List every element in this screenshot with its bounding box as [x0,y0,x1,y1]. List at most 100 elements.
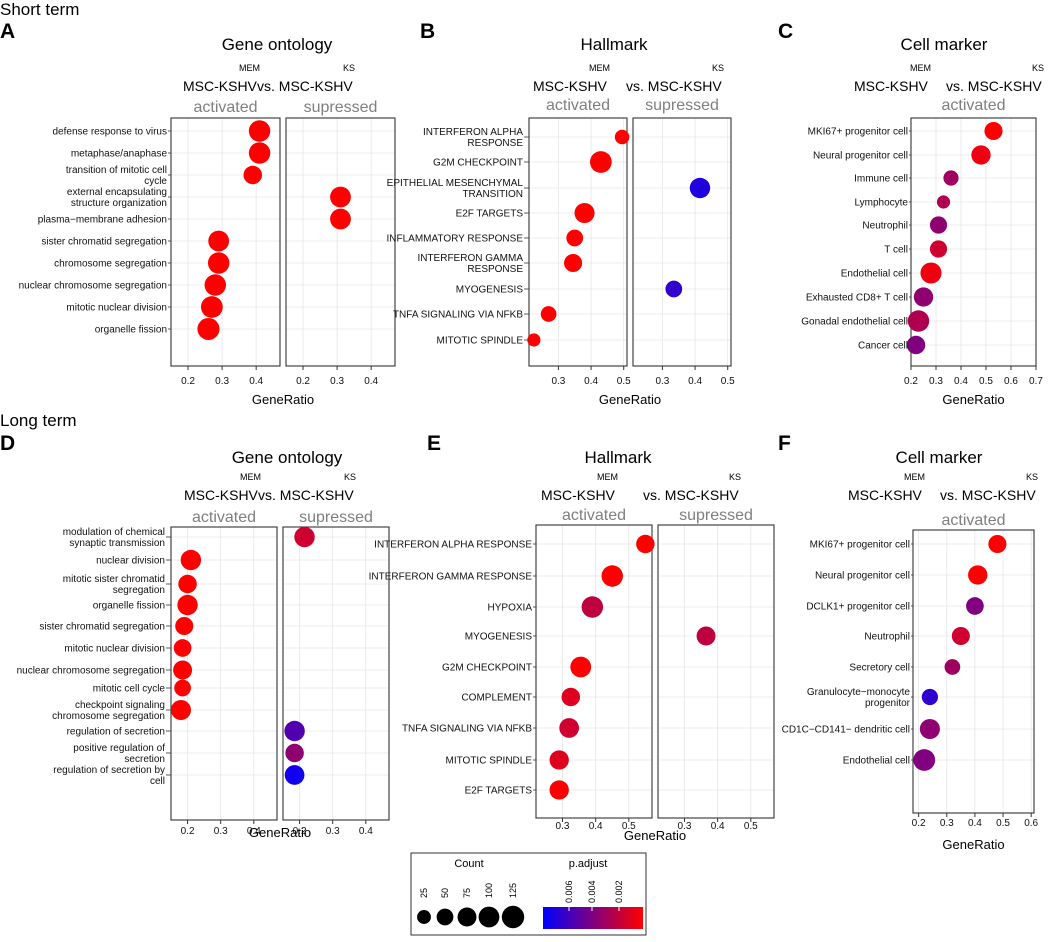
panel-d: D Gene ontology MSC-KSHV MEM vs. MSC-KSHV KS a… [0,432,390,840]
data-point [566,229,584,247]
comparison-left: MSC-KSHV [854,78,929,94]
panel-a: A Gene ontology MSC-KSHV MEM vs. MSC-KSHV KS a… [0,20,396,407]
data-point [564,253,583,273]
category-label: organelle fission [93,601,165,612]
category-labels: MKI67+ progenitor cell Neural progenitor … [782,540,913,767]
data-point [177,594,198,616]
legend-size-dot [417,910,431,924]
data-point [559,718,579,738]
panel-title: Hallmark [580,35,648,54]
x-tick-label: 0.5 [996,818,1010,829]
category-label: INTERFERON ALPHA RESPONSE [374,540,532,551]
comparison-left: MSC-KSHV [183,78,258,94]
category-label: INTERFERON ALPHA RESPONSE [423,127,523,149]
data-point [907,310,930,332]
x-tick-label: 0.2 [181,376,195,387]
category-label: TNFA SIGNALING VIA NFKB [402,724,532,735]
x-tick-label: 0.6 [1004,376,1018,387]
data-point [248,142,271,164]
comparison-right-sup: KS [1032,63,1044,73]
facet-supressed: supressed 0.3 0.4 0.5 [632,97,735,387]
panel-letter: E [427,432,441,455]
category-label: regulation of secretion [67,727,165,738]
panel-e: E Hallmark MSC-KSHV MEM vs. MSC-KSHV KS activa… [369,432,775,843]
category-label: organelle fission [95,325,167,336]
gridlines [913,530,1034,813]
comparison-right-sup: KS [344,472,356,482]
category-label: Exhausted CD8+ T cell [806,293,908,304]
x-axis-label: GeneRatio [624,828,686,843]
data-point [920,262,942,284]
category-label: transition of mitotic cell cycle [66,165,168,187]
x-axis-label: GeneRatio [942,837,1004,852]
category-labels: modulation of chemical synaptic transmiss… [17,527,171,787]
category-label: mitotic nuclear division [64,644,165,655]
category-label: E2F TARGETS [465,786,533,797]
data-point [943,170,959,186]
category-label: Granulocyte−monocyte progenitor [807,687,911,709]
data-point [197,317,220,341]
facet-activated: activated 0.2 0.3 0.4 [170,509,278,837]
data-point [570,656,592,678]
data-point [170,699,191,721]
comparison-vs: vs. MSC-KSHV [946,78,1042,94]
facet-label: supressed [299,509,373,526]
legend-size-dot [436,908,454,926]
category-labels: defense response to virus metaphase/anaph… [19,127,171,336]
data-point [527,333,541,347]
facet-activated: activated 0.3 0.4 0.5 [535,507,655,832]
data-point [561,687,581,707]
x-tick-label: 0.4 [711,821,725,832]
legend-padj-title: p.adjust [569,858,608,870]
x-tick-label: 0.4 [359,826,373,837]
category-label: COMPLEMENT [461,693,532,704]
data-point [929,240,948,258]
data-point [581,596,604,618]
category-label: MITOTIC SPINDLE [446,756,533,767]
data-point [601,565,623,587]
facet-frame [912,529,1035,814]
comparison-header: MSC-KSHV MEM vs. MSC-KSHV KS [854,63,1044,94]
comparison-vs: vs. MSC-KSHV [643,487,739,503]
data-point [913,749,936,771]
comparison-vs: vs. MSC-KSHV [258,487,354,503]
facet-activated: activated 0.3 0.4 0.5 [527,97,631,387]
data-point [204,274,227,296]
data-point [913,287,934,307]
panel-letter: A [0,20,15,43]
category-label: modulation of chemical synaptic transmiss… [63,527,165,549]
legend-count-label: 100 [484,883,494,898]
data-point [614,129,630,145]
category-label: EPITHELIAL MESENCHYMAL TRANSITION [387,178,524,200]
category-label: MKI67+ progenitor cell [808,127,908,138]
data-point [966,597,984,615]
x-tick-label: 0.5 [617,376,631,387]
legend-padj-label: 0.002 [614,880,624,903]
facet-label: supressed [679,507,753,524]
category-label: Neutrophil [864,632,910,643]
category-label: regulation of secretion by cell [53,765,165,787]
category-label: external encapsulating structure organiza… [67,187,167,209]
data-point [936,195,951,209]
facet-frame [910,117,1037,367]
legend-padj-label: 0.006 [564,880,574,903]
comparison-left: MSC-KSHV [848,487,923,503]
data-point [284,765,305,785]
data-point [951,626,970,646]
legend-padj-label: 0.004 [587,880,597,903]
data-point [174,679,191,697]
facet-frame [170,117,281,367]
data-point [906,335,926,355]
comparison-header: MSC-KSHV MEM vs. MSC-KSHV KS [848,472,1038,503]
x-tick-label: 0.3 [215,376,229,387]
legend-size-dot [478,906,500,928]
data-point [208,230,230,252]
category-label: nuclear chromosome segregation [17,666,165,677]
facet-label: activated [192,509,256,526]
x-tick-label: 0.6 [1024,818,1038,829]
comparison-right-sup: KS [729,472,741,482]
category-label: chromosome segregation [54,259,167,270]
gridlines [529,118,627,366]
x-tick-label: 0.3 [929,376,943,387]
comparison-right-sup: KS [712,63,724,73]
